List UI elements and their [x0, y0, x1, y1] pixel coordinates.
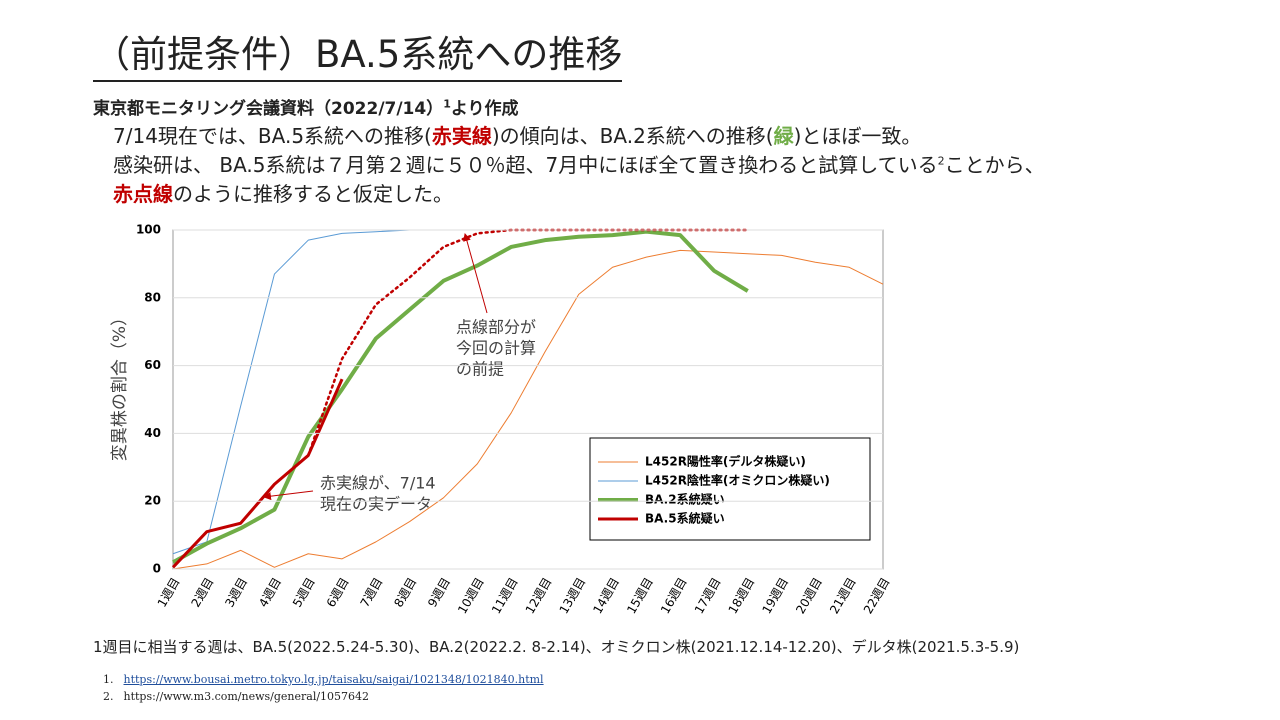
legend-label: L452R陽性率(デルタ株疑い) [645, 454, 806, 469]
y-tick-label: 60 [144, 358, 161, 372]
y-tick-label: 40 [144, 426, 161, 440]
x-tick-label: 13週目 [557, 575, 589, 616]
annotation: 現在の実データ [320, 495, 432, 514]
x-tick-label: 15週目 [624, 575, 656, 616]
text-span: 赤実線 [431, 124, 492, 148]
annotation: の前提 [456, 360, 504, 379]
reference-num: 2. [103, 690, 114, 703]
text-span: のように推移すると仮定した。 [173, 182, 453, 206]
text-span: 2 [937, 154, 945, 168]
text-span: 赤点線 [113, 182, 173, 206]
x-tick-label: 19週目 [759, 575, 791, 616]
legend-label: BA.2系統疑い [645, 492, 725, 507]
y-axis-title: 変異株の割合（%） [110, 309, 130, 461]
x-tick-label: 17週目 [692, 575, 724, 616]
intro-line: 7/14現在では、BA.5系統への推移(赤実線)の傾向は、BA.2系統への推移(… [113, 120, 921, 149]
text-span: 1 [443, 97, 451, 111]
x-tick-label: 14週目 [590, 575, 622, 616]
intro-line: 感染研は、 BA.5系統は７月第２週に５０％超、7月中にほぼ全て置き換わると試算… [113, 149, 1045, 178]
x-tick-label: 16週目 [658, 575, 690, 616]
text-span: )とほぼ一致。 [793, 124, 922, 148]
legend-box [589, 437, 871, 541]
x-tick-label: 3週目 [222, 575, 250, 609]
y-tick-label: 100 [136, 223, 161, 237]
x-tick-label: 21週目 [827, 575, 859, 616]
legend-label: L452R陰性率(オミクロン株疑い) [645, 473, 830, 488]
x-tick-label: 2週目 [188, 575, 216, 609]
y-tick-label: 20 [144, 494, 161, 508]
reference: 2. https://www.m3.com/news/general/105764… [103, 690, 369, 703]
x-tick-label: 10週目 [455, 575, 487, 616]
intro-line: 赤点線のように推移すると仮定した。 [113, 178, 453, 207]
text-span: 東京都モニタリング会議資料（2022/7/14） [93, 99, 444, 119]
legend-label: BA.5系統疑い [645, 511, 725, 526]
x-tick-label: 9週目 [425, 575, 453, 609]
annotation: 今回の計算 [456, 339, 536, 358]
text-span: ことから、 [944, 153, 1045, 177]
chart: 0 20 40 60 80 100 変異株の割合（%） 1週目 2週目 3週目 4週目 5週目 6週目 7… [110, 223, 893, 617]
text-span: 緑 [773, 124, 794, 148]
reference-text: https://www.bousai.metro.tokyo.lg.jp/tai… [123, 673, 544, 686]
x-tick-label: 22週目 [861, 575, 893, 616]
x-tick-label: 20週目 [793, 575, 825, 616]
text-span: 感染研は、 BA.5系統は７月第２週に５０％超、7月中にほぼ全て置き換わると試算… [113, 153, 938, 177]
x-tick-label: 8週目 [391, 575, 419, 609]
series-line [172, 229, 749, 564]
x-tick-label: 12週目 [523, 575, 555, 616]
week-note: 1週目に相当する週は、BA.5(2022.5.24-5.30)、BA.2(202… [93, 638, 1020, 656]
y-tick-label: 80 [144, 290, 161, 304]
x-tick-label: 11週目 [489, 575, 521, 616]
x-tick-label: 18週目 [726, 575, 758, 616]
text-span: より作成 [450, 99, 519, 119]
x-tick-label: 5週目 [290, 575, 318, 609]
annotation-arrow [263, 490, 314, 501]
x-tick-label: 7週目 [358, 575, 386, 609]
text-span: 7/14現在では、BA.5系統への推移( [113, 124, 432, 148]
x-tick-label: 6週目 [324, 575, 352, 609]
y-tick-label: 0 [153, 562, 161, 576]
series-line [172, 249, 884, 570]
source-line: 東京都モニタリング会議資料（2022/7/14）1より作成 [93, 94, 519, 119]
x-tick-label: 1週目 [155, 575, 183, 609]
slide-title: （前提条件）BA.5系統への推移 [93, 24, 623, 82]
text-span: )の傾向は、BA.2系統への推移( [491, 124, 774, 148]
annotation-arrow [463, 233, 488, 314]
reference-num: 1. [103, 673, 114, 686]
annotation: 赤実線が、7/14 [320, 474, 436, 493]
reference: 1. https://www.bousai.metro.tokyo.lg.jp/t… [103, 673, 544, 686]
reference-text: https://www.m3.com/news/general/1057642 [123, 690, 370, 703]
annotation: 点線部分が [456, 318, 536, 337]
x-tick-label: 4週目 [256, 575, 284, 609]
